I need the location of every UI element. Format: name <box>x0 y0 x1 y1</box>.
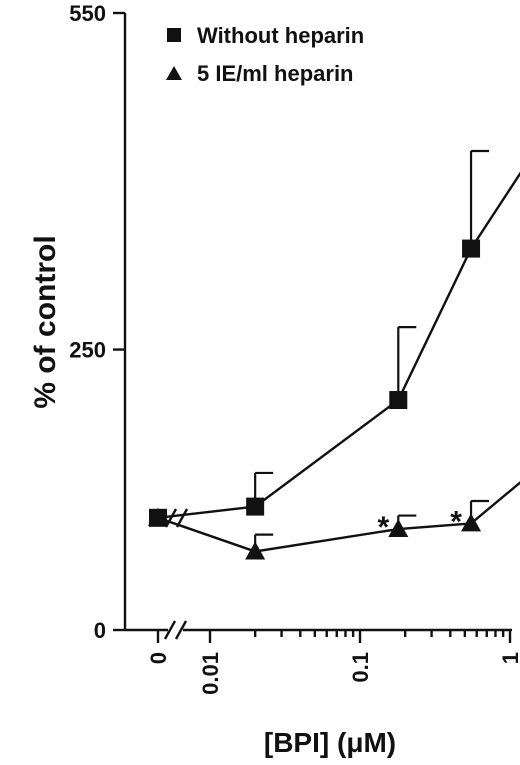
series-1-point-3 <box>462 239 481 258</box>
x-tick-label-2: 0.1 <box>348 652 373 683</box>
significance-asterisk-1: * <box>450 505 462 538</box>
axes <box>123 13 512 640</box>
legend-square-marker <box>167 28 181 42</box>
series-2-point-3 <box>461 513 482 532</box>
significance-asterisk-0: * <box>377 511 389 544</box>
series-1-point-1 <box>246 497 265 516</box>
y-tick-label-0: 0 <box>94 618 106 643</box>
legend: Without heparin 5 IE/ml heparin <box>166 23 364 86</box>
series-2 <box>148 481 520 560</box>
legend-label-without-heparin: Without heparin <box>197 23 364 48</box>
x-tick-label-0: 0 <box>146 652 171 664</box>
legend-triangle-marker <box>166 66 182 80</box>
x-axis-break <box>163 620 188 640</box>
x-axis-label: [BPI] (μM) <box>264 727 396 758</box>
x-ticks: 00.010.112 <box>146 630 520 695</box>
y-ticks: 0 250 550 <box>69 1 125 643</box>
legend-label-heparin: 5 IE/ml heparin <box>197 61 354 86</box>
series-2-point-1 <box>245 541 266 560</box>
x-tick-label-1: 0.01 <box>198 652 223 695</box>
series-1 <box>149 149 520 527</box>
series-2-point-2 <box>388 519 409 538</box>
series-2-line <box>157 481 520 553</box>
series-1-point-2 <box>389 391 408 410</box>
annotations: *** <box>377 505 462 544</box>
series-1-line <box>157 171 520 520</box>
series-layer <box>148 149 520 560</box>
y-axis-label: % of control <box>29 235 62 408</box>
y-tick-label-550: 550 <box>69 1 106 26</box>
series-2-point-0 <box>148 507 168 526</box>
x-tick-label-3: 1 <box>498 652 520 664</box>
y-tick-label-250: 250 <box>69 338 106 363</box>
